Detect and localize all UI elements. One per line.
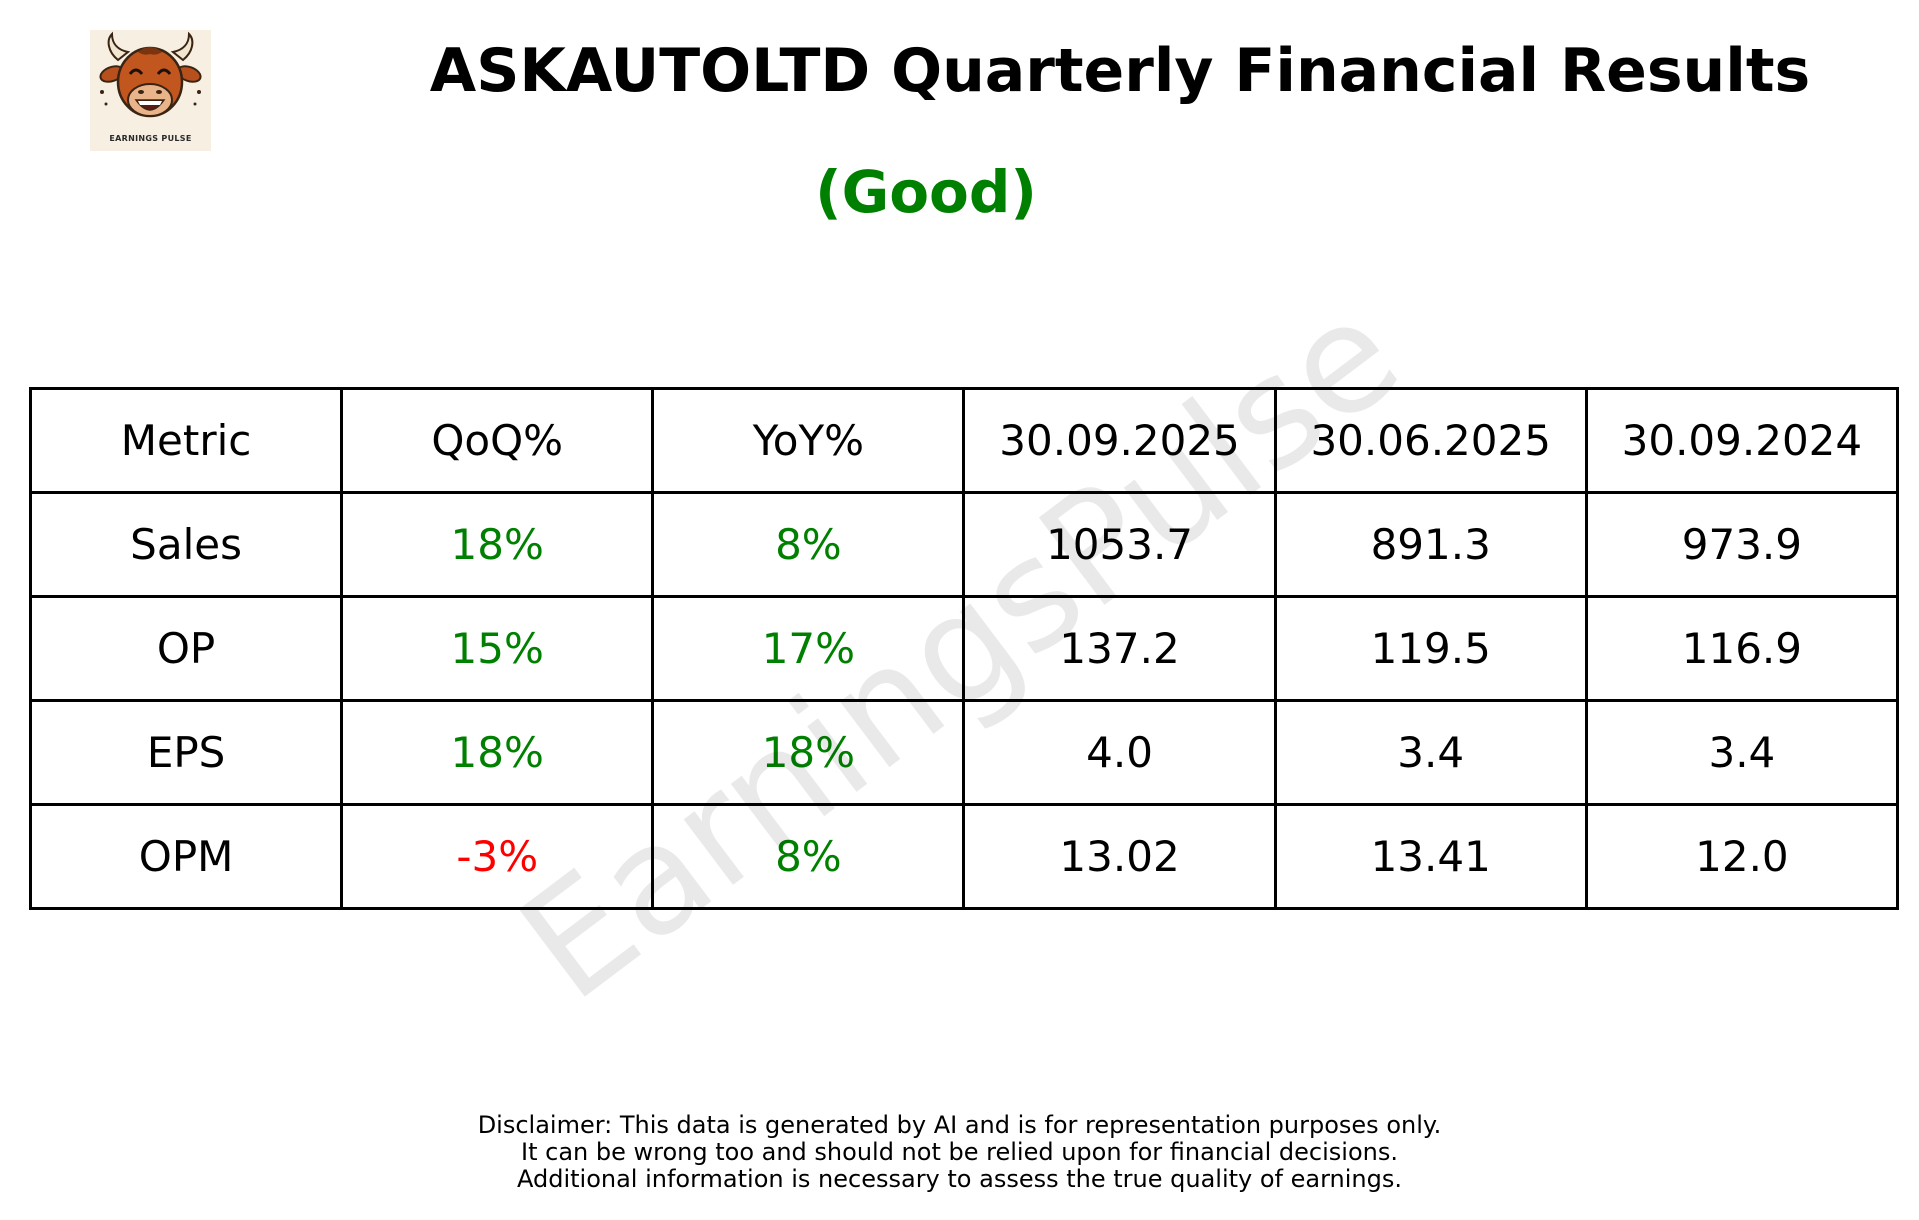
qoq-cell: 15% [340,595,655,702]
table-row: OPM -3% 8% 13.02 13.41 12.0 [28,803,1900,910]
value-cell: 13.02 [962,803,1277,910]
value-cell: 1053.7 [962,491,1277,598]
header-metric: Metric [28,387,344,494]
table-row: Sales 18% 8% 1053.7 891.3 973.9 [28,491,1900,598]
header-qoq: QoQ% [340,387,655,494]
value-cell: 3.4 [1584,699,1900,806]
value-cell: 13.41 [1273,803,1588,910]
value-cell: 3.4 [1273,699,1588,806]
table-row: OP 15% 17% 137.2 119.5 116.9 [28,595,1900,702]
metric-cell: OPM [28,803,344,910]
disclaimer-line-3: Additional information is necessary to a… [516,1165,1402,1193]
qoq-cell: 18% [340,699,655,806]
value-cell: 4.0 [962,699,1277,806]
table-row: EPS 18% 18% 4.0 3.4 3.4 [28,699,1900,806]
disclaimer-line-1: Disclaimer: This data is generated by AI… [477,1111,1442,1139]
yoy-cell: 8% [651,491,966,598]
header-period-3: 30.09.2024 [1584,387,1900,494]
value-cell: 119.5 [1273,595,1588,702]
header-period-2: 30.06.2025 [1273,387,1588,494]
yoy-cell: 18% [651,699,966,806]
yoy-cell: 17% [651,595,966,702]
value-cell: 137.2 [962,595,1277,702]
value-cell: 973.9 [1584,491,1900,598]
value-cell: 116.9 [1584,595,1900,702]
yoy-cell: 8% [651,803,966,910]
page-title: ASKAUTOLTD Quarterly Financial Results [429,36,1811,106]
value-cell: 891.3 [1273,491,1588,598]
logo: EARNINGS PULSE [90,30,211,151]
rating-label: (Good) [815,158,1037,226]
disclaimer: Disclaimer: This data is generated by AI… [0,1112,1919,1193]
metric-cell: Sales [28,491,344,598]
qoq-cell: -3% [340,803,655,910]
header-row: Metric QoQ% YoY% 30.09.2025 30.06.2025 3… [28,387,1900,494]
disclaimer-line-2: It can be wrong too and should not be re… [521,1138,1398,1166]
metric-cell: OP [28,595,344,702]
results-table: Metric QoQ% YoY% 30.09.2025 30.06.2025 3… [28,387,1900,910]
metric-cell: EPS [28,699,344,806]
header-period-1: 30.09.2025 [962,387,1277,494]
logo-text: EARNINGS PULSE [109,134,192,143]
bull-mascot-icon [99,31,202,118]
header-yoy: YoY% [651,387,966,494]
qoq-cell: 18% [340,491,655,598]
value-cell: 12.0 [1584,803,1900,910]
